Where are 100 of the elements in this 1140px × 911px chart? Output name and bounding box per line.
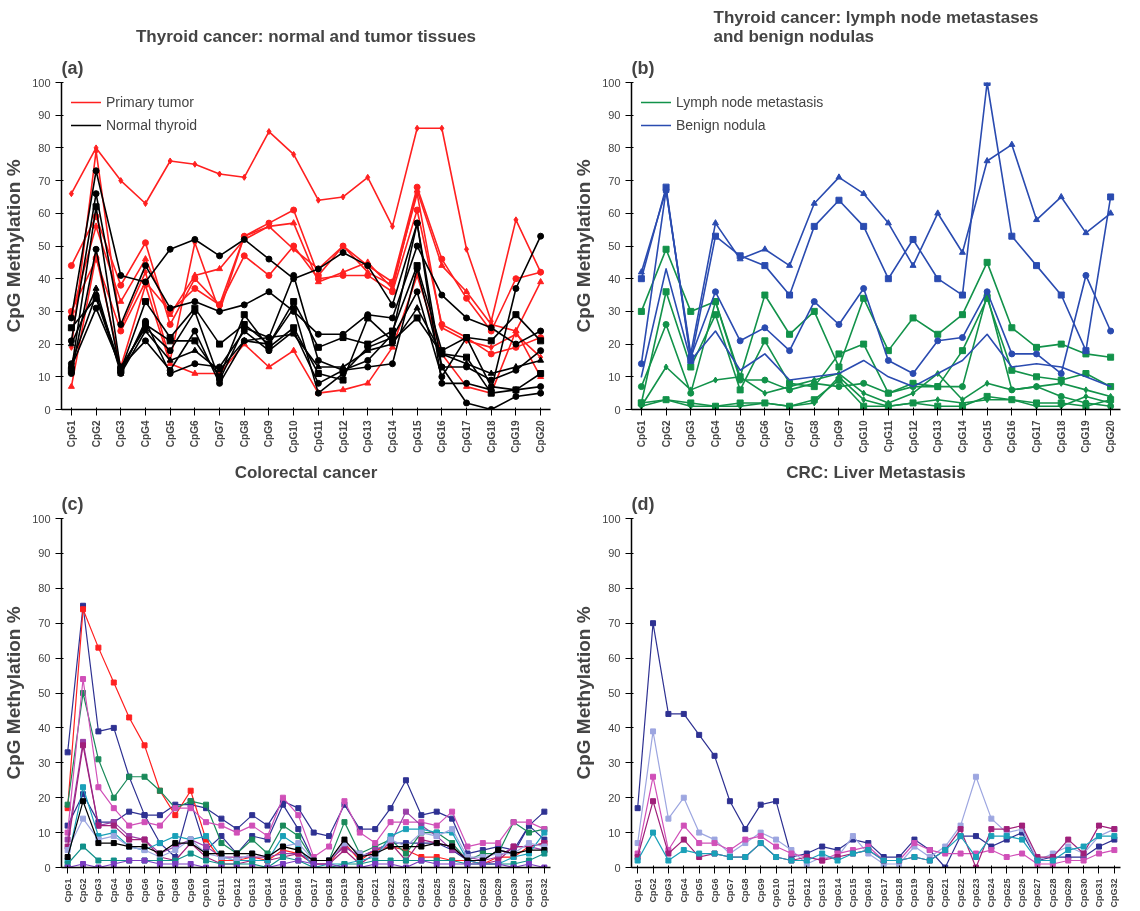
x-tick-label: CpG9: [263, 420, 275, 448]
x-tick-label: CpG21: [940, 878, 951, 908]
y-tick-label: 80: [608, 141, 621, 154]
y-tick-label: 70: [38, 174, 51, 187]
y-tick-label: 50: [38, 687, 51, 699]
y-tick-label: 40: [608, 272, 621, 285]
x-tick-label: CpG31: [1093, 878, 1104, 908]
y-tick-label: 90: [38, 547, 51, 560]
x-tick-label: CpG15: [411, 420, 423, 453]
y-tick-label: 100: [32, 76, 51, 89]
x-tick-label: CpG10: [771, 878, 782, 908]
y-tick-label: 0: [614, 861, 621, 874]
x-tick-label: CpG7: [784, 420, 796, 448]
y-tick-label: 0: [614, 403, 621, 416]
x-tick-label: CpG14: [262, 878, 273, 908]
x-tick-label: CpG4: [709, 420, 721, 448]
x-tick-label: CpG12: [337, 420, 349, 453]
y-tick-label: 80: [608, 582, 621, 595]
x-tick-label: CpG32: [539, 878, 550, 908]
x-tick-label: CpG16: [436, 420, 448, 453]
x-tick-label: CpG6: [139, 878, 150, 903]
x-tick-label: CpG3: [663, 878, 674, 903]
y-tick-label: 50: [608, 687, 621, 699]
text: (b): [631, 57, 655, 78]
chart-title: Colorectal cancer: [234, 462, 378, 482]
y-tick-label: 20: [608, 338, 621, 351]
y-tick-label: 60: [38, 207, 51, 220]
x-tick-label: CpG19: [510, 420, 522, 453]
text: (a): [61, 57, 84, 78]
x-tick-label: CpG27: [1032, 878, 1043, 908]
x-tick-label: CpG9: [755, 878, 766, 903]
y-tick-label: 10: [38, 370, 51, 383]
x-tick-label: CpG2: [660, 420, 672, 448]
chart-title: Thyroid cancer: lymph node metastases and benign nodulas: [713, 7, 1039, 46]
x-tick-label: CpG31: [523, 878, 534, 908]
x-tick-label: CpG14: [956, 420, 968, 453]
x-tick-label: CpG7: [724, 878, 735, 903]
x-tick-label: CpG5: [164, 420, 176, 448]
x-tick-label: CpG4: [678, 878, 689, 903]
x-tick-label: CpG11: [216, 878, 227, 908]
x-tick-label: CpG22: [385, 878, 396, 908]
y-tick-label: 60: [608, 652, 621, 665]
y-tick-label: 90: [38, 109, 51, 122]
y-tick-label: 50: [608, 240, 621, 252]
y-tick-label: 80: [38, 141, 51, 154]
x-tick-label: CpG16: [1006, 420, 1018, 453]
y-tick-label: 30: [38, 756, 51, 769]
y-axis-title: CpG Methylation %: [573, 606, 595, 780]
x-tick-label: CpG6: [709, 878, 720, 903]
y-tick-label: 20: [608, 791, 621, 804]
x-tick-label: CpG1: [65, 420, 77, 448]
x-tick-label: CpG18: [894, 878, 905, 908]
x-tick-label: CpG27: [462, 878, 473, 908]
y-tick-label: 70: [608, 617, 621, 630]
x-tick-label: CpG10: [858, 420, 870, 453]
y-tick-label: 10: [38, 826, 51, 839]
x-tick-label: CpG9: [185, 878, 196, 903]
x-tick-label: CpG15: [277, 878, 288, 908]
x-tick-label: CpG18: [324, 878, 335, 908]
x-tick-label: CpG2: [648, 878, 659, 903]
chart-title: CRC: Liver Metastasis: [786, 462, 966, 482]
y-tick-label: 30: [608, 305, 621, 318]
y-tick-label: 60: [38, 652, 51, 665]
y-tick-label: 30: [38, 305, 51, 318]
x-tick-label: CpG25: [431, 878, 442, 908]
x-tick-label: CpG14: [386, 420, 398, 453]
y-tick-label: 90: [608, 547, 621, 560]
y-tick-label: 40: [38, 272, 51, 285]
x-tick-label: CpG23: [970, 878, 981, 908]
y-tick-label: 100: [602, 76, 621, 89]
x-tick-label: CpG1: [635, 420, 647, 448]
x-tick-label: CpG16: [293, 878, 304, 908]
x-tick-label: CpG12: [801, 878, 812, 908]
x-tick-label: CpG19: [1080, 420, 1092, 453]
y-tick-label: 30: [608, 756, 621, 769]
x-tick-label: CpG29: [1063, 878, 1074, 908]
legend-label: Lymph node metastasis: [676, 94, 824, 110]
y-tick-label: 0: [44, 861, 51, 874]
x-tick-label: CpG15: [981, 420, 993, 453]
x-tick-label: CpG13: [932, 420, 944, 453]
x-tick-label: CpG24: [416, 878, 427, 908]
x-tick-label: CpG3: [685, 420, 697, 448]
y-tick-label: 10: [608, 370, 621, 383]
x-tick-label: CpG7: [154, 878, 165, 903]
x-tick-label: CpG4: [108, 878, 119, 903]
x-tick-label: CpG6: [189, 420, 201, 448]
x-tick-label: CpG26: [447, 878, 458, 908]
x-tick-label: CpG5: [694, 878, 705, 903]
x-tick-label: CpG18: [1055, 420, 1067, 453]
x-tick-label: CpG17: [461, 420, 473, 453]
x-tick-label: CpG6: [759, 420, 771, 448]
x-tick-label: CpG20: [924, 878, 935, 908]
y-tick-label: 50: [38, 240, 51, 252]
x-tick-label: CpG9: [833, 420, 845, 448]
y-axis-title: CpG Methylation %: [3, 159, 25, 333]
x-tick-label: CpG25: [1001, 878, 1012, 908]
x-tick-label: CpG30: [508, 878, 519, 908]
x-tick-label: CpG17: [878, 878, 889, 908]
x-tick-label: CpG7: [214, 420, 226, 448]
x-tick-label: CpG11: [882, 420, 894, 453]
